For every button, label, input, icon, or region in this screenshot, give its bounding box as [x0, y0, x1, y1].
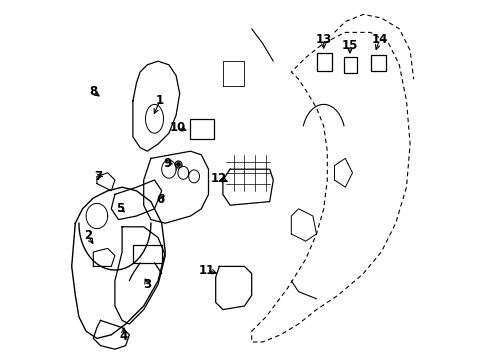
Text: 4: 4 [120, 330, 128, 343]
Text: 2: 2 [83, 229, 92, 242]
Text: 13: 13 [315, 33, 331, 46]
FancyBboxPatch shape [344, 57, 356, 73]
Text: 1: 1 [156, 94, 163, 107]
Text: 14: 14 [370, 33, 387, 46]
Text: 6: 6 [156, 193, 163, 206]
FancyBboxPatch shape [370, 55, 385, 71]
FancyBboxPatch shape [317, 53, 331, 71]
Text: 11: 11 [198, 264, 214, 276]
Text: 15: 15 [341, 39, 357, 51]
Text: 3: 3 [143, 278, 151, 291]
Text: 12: 12 [211, 172, 227, 185]
Text: 10: 10 [169, 121, 185, 134]
Text: 5: 5 [116, 202, 124, 215]
Text: 8: 8 [89, 85, 97, 98]
FancyBboxPatch shape [190, 119, 213, 139]
Text: 7: 7 [95, 170, 102, 183]
Text: 9: 9 [163, 157, 171, 170]
